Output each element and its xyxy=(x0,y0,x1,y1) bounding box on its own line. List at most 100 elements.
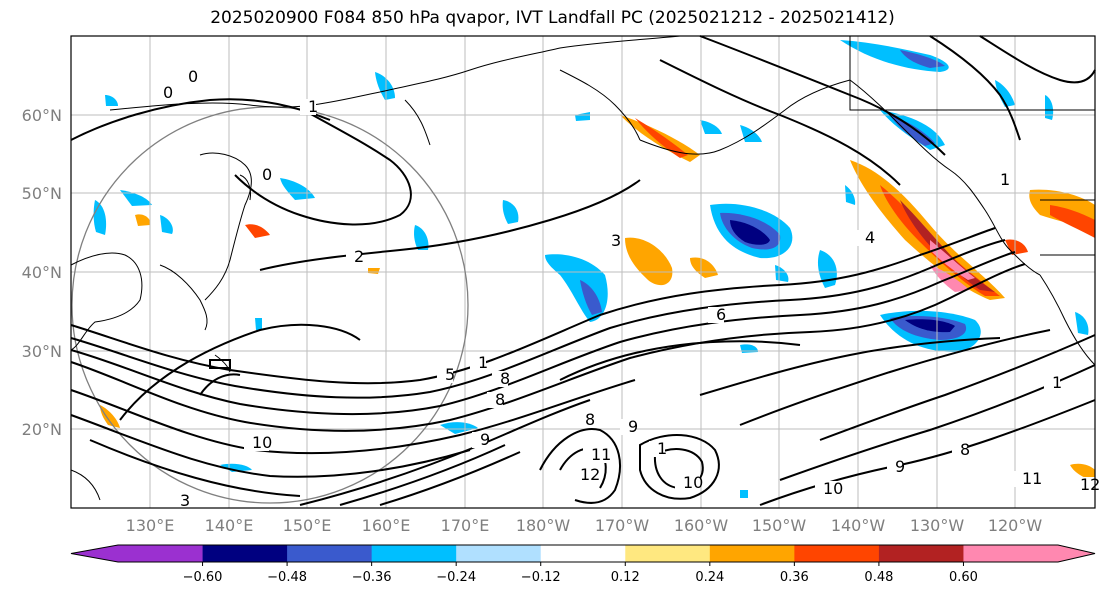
longitude-label: 180°W xyxy=(516,516,571,535)
contour-label: 3 xyxy=(180,491,190,510)
longitude-label: 150°E xyxy=(283,516,332,535)
latitude-label: 50°N xyxy=(22,184,62,203)
colorbar-tick-label: 0.48 xyxy=(864,570,893,585)
contour-label-bg xyxy=(583,447,608,463)
colorbar-outline xyxy=(70,544,1096,563)
contour-label: 1 xyxy=(1052,373,1062,392)
contour-label-bg xyxy=(470,355,486,371)
contour-label: 10 xyxy=(823,479,843,498)
latitude-labels: 60°N 50°N 40°N 30°N 20°N xyxy=(22,106,62,439)
contour-label-bg xyxy=(952,442,968,458)
contour-label-bg xyxy=(437,367,453,383)
colorbar-tick-label: −0.24 xyxy=(436,570,476,585)
colorbar-segment xyxy=(456,545,542,562)
contour-label: 12 xyxy=(1080,475,1100,494)
contour-label-bg xyxy=(172,493,188,509)
coastlines xyxy=(70,35,1096,501)
longitude-label: 170°E xyxy=(441,516,490,535)
colorbar: −0.60 −0.48 −0.36 −0.24 −0.12 0.12 0.24 0.36 0.4… xyxy=(70,544,1096,585)
contour-label-bg xyxy=(346,249,362,265)
contour-label-bg xyxy=(492,371,508,387)
contour-label: 1 xyxy=(1000,170,1010,189)
contour-label: 10 xyxy=(683,473,703,492)
contour-label: 0 xyxy=(262,165,272,184)
contour-label-bg xyxy=(577,412,593,428)
contour-label: 9 xyxy=(480,430,490,449)
map-frame xyxy=(70,35,1096,509)
latitude-label: 20°N xyxy=(22,420,62,439)
contour-label: 1 xyxy=(478,353,488,372)
longitude-label: 140°W xyxy=(831,516,886,535)
longitude-label: 160°W xyxy=(674,516,729,535)
colorbar-tick-label: 0.12 xyxy=(611,570,640,585)
contour-label-bg xyxy=(180,69,196,85)
colorbar-tick-label: 0.36 xyxy=(780,570,809,585)
contour-label: 1 xyxy=(657,439,667,458)
contour-label: 8 xyxy=(585,410,595,429)
contour-label-bg xyxy=(155,85,171,101)
contour-label-bg xyxy=(1044,375,1060,391)
colorbar-segment xyxy=(963,545,1095,562)
contour-label-bg xyxy=(887,459,903,475)
longitude-label: 120°W xyxy=(988,516,1043,535)
ivt-contours xyxy=(70,35,1096,506)
contour-label-bg xyxy=(708,307,724,323)
contour-label-bg xyxy=(472,432,488,448)
contour-label: 12 xyxy=(580,465,600,484)
contour-label-bg xyxy=(254,167,270,183)
colorbar-segment xyxy=(202,545,288,562)
colorbar-tick-label: −0.60 xyxy=(183,570,223,585)
contour-label: 2 xyxy=(354,247,364,266)
colorbar-segment xyxy=(371,545,457,562)
longitude-label: 130°W xyxy=(910,516,965,535)
longitude-label: 160°E xyxy=(362,516,411,535)
colorbar-tick-label: 0.24 xyxy=(695,570,724,585)
contour-label-bg xyxy=(1014,471,1039,487)
contour-label: 5 xyxy=(445,365,455,384)
contour-label: 10 xyxy=(252,433,272,452)
contour-label: 0 xyxy=(163,83,173,102)
contour-label: 8 xyxy=(495,390,505,409)
latitude-label: 60°N xyxy=(22,106,62,125)
contour-label-bg xyxy=(815,481,840,497)
colorbar-tick-label: −0.12 xyxy=(521,570,561,585)
contour-label: 8 xyxy=(960,440,970,459)
longitude-label: 150°W xyxy=(752,516,807,535)
contour-label-bg xyxy=(603,233,619,249)
longitude-label: 170°W xyxy=(595,516,650,535)
colorbar-tick-label: 0.60 xyxy=(949,570,978,585)
longitude-labels: 130°E 140°E 150°E 160°E 170°E 180°W 170°W 160°W… xyxy=(126,516,1043,535)
longitude-label: 140°E xyxy=(205,516,254,535)
contour-label: 9 xyxy=(628,417,638,436)
colorbar-tick-label: −0.36 xyxy=(352,570,392,585)
contour-label-bg xyxy=(300,99,316,115)
colorbar-segment xyxy=(878,545,964,562)
contour-label: 9 xyxy=(895,457,905,476)
colorbar-segment xyxy=(71,545,203,562)
contour-label: 0 xyxy=(188,67,198,86)
longitude-label: 130°E xyxy=(126,516,175,535)
contour-label-bg xyxy=(857,230,873,246)
colorbar-segment xyxy=(287,545,373,562)
colorbar-segment xyxy=(625,545,711,562)
contour-label: 11 xyxy=(591,445,611,464)
contour-label: 1 xyxy=(308,97,318,116)
contour-label-bg xyxy=(649,441,665,457)
contour-label: 6 xyxy=(716,305,726,324)
contour-label-bg xyxy=(1072,477,1097,493)
map-title: 2025020900 F084 850 hPa qvapor, IVT Land… xyxy=(210,8,895,28)
contour-label: 3 xyxy=(611,231,621,250)
contour-label: 8 xyxy=(500,369,510,388)
latitude-label: 30°N xyxy=(22,342,62,361)
latitude-label: 40°N xyxy=(22,263,62,282)
colorbar-segment xyxy=(794,545,880,562)
contour-label: 4 xyxy=(865,228,875,247)
contour-label-bg xyxy=(572,467,597,483)
contour-label: 11 xyxy=(1022,469,1042,488)
contour-label-bg xyxy=(244,435,269,451)
contour-label-bg xyxy=(675,475,700,491)
contour-label-bg xyxy=(992,172,1008,188)
contour-label-bg xyxy=(487,392,503,408)
